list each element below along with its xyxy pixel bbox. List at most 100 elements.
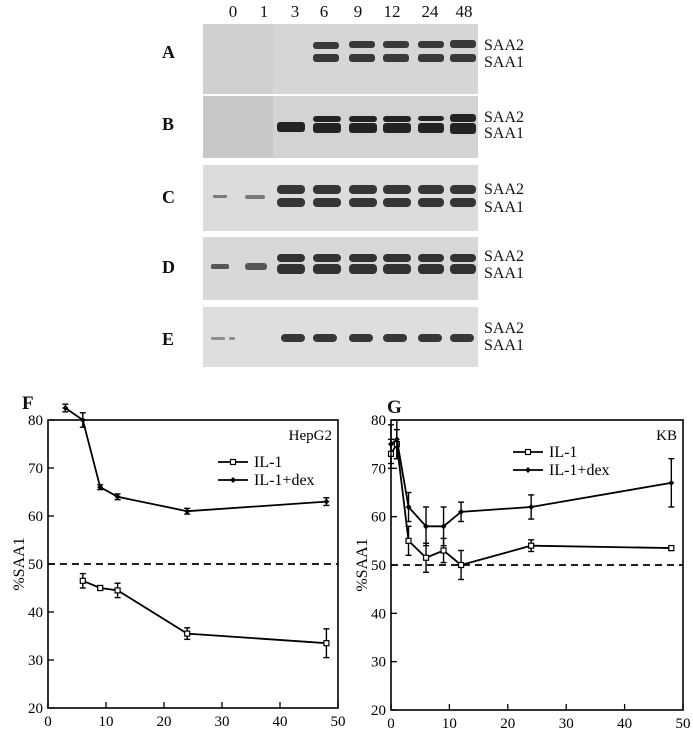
band-label-saa2: SAA2 [484, 181, 525, 198]
y-axis-label: %SAA1 [11, 537, 28, 590]
chart-title: KB [656, 428, 677, 444]
y-tick-label: 40 [28, 605, 43, 621]
blot-label: B [162, 114, 175, 134]
lane-number: 12 [383, 2, 401, 21]
y-tick-label: 60 [371, 510, 386, 526]
chart-f: 0102030405020304050607080time (hours)%SA… [11, 403, 346, 728]
y-tick-label: 50 [28, 557, 43, 573]
x-tick-label: 40 [273, 714, 288, 728]
panel-letter-g: G [387, 397, 402, 418]
y-tick-label: 70 [371, 461, 386, 477]
chart-title: HepG2 [289, 428, 332, 444]
blot-label: E [162, 329, 175, 349]
y-tick-label: 30 [371, 655, 386, 671]
legend-label: IL-1 [549, 444, 577, 461]
data-point-square [184, 630, 191, 637]
blot-panel-e: E SAA2 SAA1 [0, 307, 693, 367]
y-tick-label: 80 [28, 413, 43, 429]
data-point-diamond [423, 523, 430, 530]
data-point-diamond [393, 436, 400, 443]
panel-letter-f: F [22, 393, 34, 414]
legend-label: IL-1 [254, 454, 282, 471]
lane-number: 9 [353, 2, 363, 21]
blot-panel-b: B SAA2 SAA1 [0, 96, 693, 158]
data-point-diamond [62, 405, 69, 411]
legend-marker-square [524, 448, 532, 456]
data-point-square [668, 544, 675, 552]
gel-image [203, 24, 478, 94]
data-point-diamond [388, 441, 394, 448]
data-point-diamond [405, 504, 412, 510]
series-line [390, 441, 672, 566]
x-tick-label: 10 [99, 714, 114, 728]
gel-image [203, 165, 478, 231]
band-label-saa2: SAA2 [484, 37, 525, 54]
x-tick-label: 40 [617, 716, 632, 728]
y-tick-label: 20 [371, 703, 386, 719]
x-tick-label: 10 [442, 716, 457, 728]
gel-image [203, 237, 478, 300]
band-label-saa1: SAA1 [484, 199, 525, 216]
x-tick-label: 0 [387, 716, 395, 728]
y-tick-label: 30 [28, 653, 43, 669]
chart-g: 0102030405020304050607080time (hours)%SA… [354, 413, 691, 728]
y-tick-label: 80 [371, 413, 386, 429]
blot-label: C [162, 187, 175, 207]
x-tick-label: 20 [157, 714, 172, 728]
data-point-diamond [458, 508, 465, 515]
legend-marker-diamond [525, 467, 531, 473]
y-tick-label: 20 [28, 701, 43, 717]
y-tick-label: 50 [371, 558, 386, 574]
series-line [390, 437, 672, 528]
legend-marker-diamond [230, 477, 236, 483]
y-axis-label: %SAA1 [354, 538, 371, 591]
band-label-saa2: SAA2 [484, 248, 525, 265]
band-label-saa1: SAA1 [484, 265, 525, 282]
data-point-square [79, 577, 86, 584]
x-tick-label: 50 [331, 714, 346, 728]
data-point-diamond [668, 479, 675, 486]
x-tick-label: 30 [215, 714, 230, 728]
data-point-diamond [323, 498, 330, 505]
blot-label: A [162, 42, 175, 62]
lane-number: 48 [455, 2, 473, 21]
data-point-square [457, 561, 465, 569]
x-tick-label: 0 [44, 714, 52, 728]
data-point-square [114, 587, 121, 594]
lane-number: 6 [319, 2, 329, 21]
x-tick-label: 20 [500, 716, 515, 728]
lane-number: 0 [228, 2, 238, 21]
x-tick-label: 30 [559, 716, 574, 728]
data-point-square [323, 640, 330, 647]
data-point-square [440, 547, 447, 554]
y-tick-label: 70 [28, 461, 43, 477]
band-label-saa1: SAA1 [484, 337, 525, 354]
data-point-diamond [440, 523, 447, 530]
data-point-diamond [114, 493, 121, 500]
data-point-square [405, 537, 412, 544]
lane-number: 24 [421, 2, 439, 21]
band-label-saa1: SAA1 [484, 125, 525, 142]
band-label-saa1: SAA1 [484, 54, 525, 71]
series-line [64, 407, 327, 513]
data-point-square [97, 584, 104, 592]
legend-label: IL-1+dex [254, 472, 315, 489]
gel-image [203, 96, 478, 158]
lane-number: 1 [259, 2, 269, 21]
blot-panel-d: D SAA2 SAA1 [0, 237, 693, 300]
legend-label: IL-1+dex [549, 462, 610, 479]
band-label-saa2: SAA2 [484, 109, 525, 126]
data-point-square [422, 554, 430, 561]
blot-panel-a: A SAA2 SAA1 [0, 24, 693, 94]
data-point-diamond [184, 508, 191, 515]
data-point-square [528, 542, 535, 549]
y-tick-label: 40 [371, 606, 386, 622]
lane-number: 3 [290, 2, 300, 21]
x-tick-label: 50 [676, 716, 691, 728]
data-point-diamond [97, 484, 104, 491]
data-point-diamond [528, 504, 535, 510]
data-point-diamond [79, 417, 86, 423]
gel-image [203, 307, 478, 367]
blot-label: D [162, 257, 175, 277]
y-tick-label: 60 [28, 509, 43, 525]
